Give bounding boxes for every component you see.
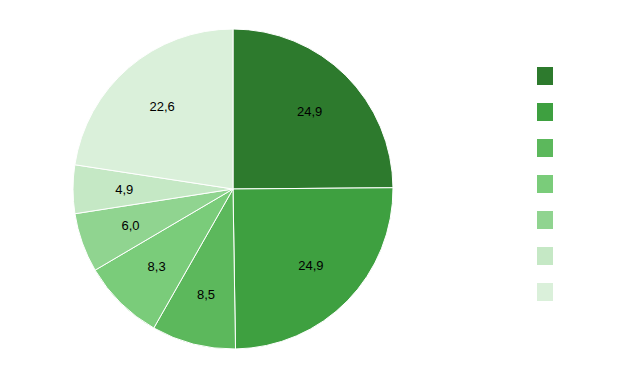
svg-text:24,9: 24,9 — [297, 104, 322, 119]
svg-text:24,9: 24,9 — [298, 258, 323, 273]
svg-text:8,5: 8,5 — [197, 287, 215, 302]
svg-text:22,6: 22,6 — [149, 99, 174, 114]
svg-text:4,9: 4,9 — [115, 182, 133, 197]
svg-text:8,3: 8,3 — [148, 259, 166, 274]
svg-text:6,0: 6,0 — [122, 218, 140, 233]
